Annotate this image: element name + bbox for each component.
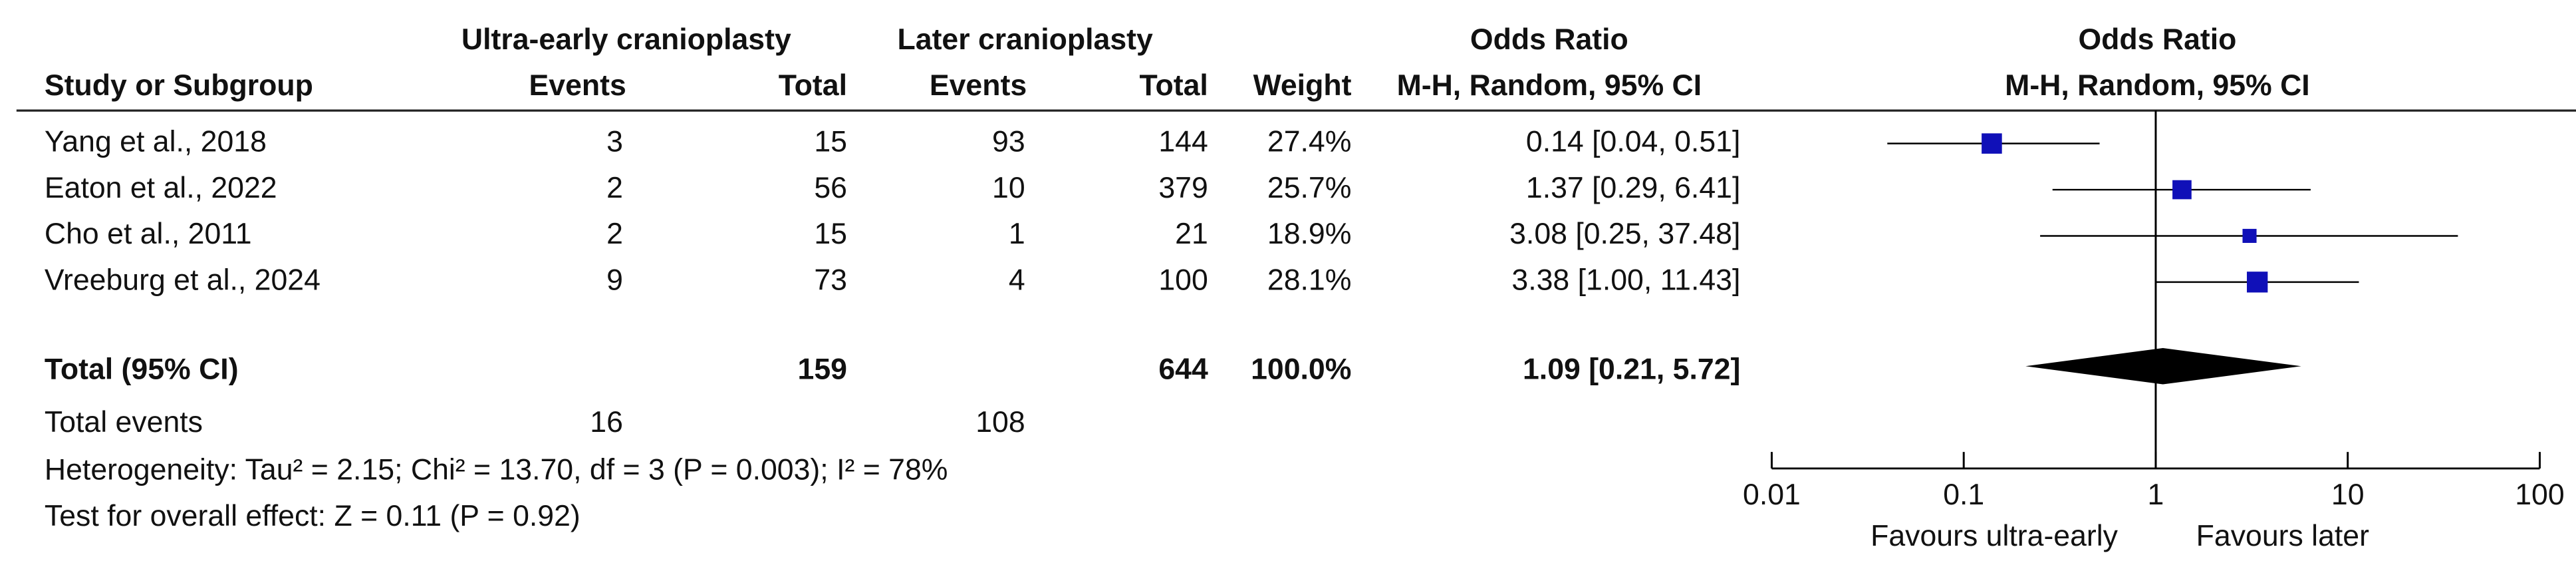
column-header: Weight	[1253, 69, 1352, 102]
cell: 379	[1158, 172, 1208, 204]
column-header: Study or Subgroup	[45, 69, 313, 102]
cell: 16	[590, 406, 623, 439]
favours-label: Favours later	[2196, 520, 2369, 552]
cell: 56	[814, 172, 847, 204]
cell: 73	[814, 264, 847, 297]
cell: 100	[1158, 264, 1208, 297]
cell: 10	[992, 172, 1025, 204]
weight: 27.4%	[1267, 125, 1352, 158]
cell: 93	[992, 125, 1025, 158]
column-header: Events	[930, 69, 1027, 102]
cell: 644	[1158, 353, 1208, 385]
odds-ratio: 1.37 [0.29, 6.41]	[1526, 172, 1740, 204]
column-header: Events	[529, 69, 626, 102]
odds-ratio: 3.08 [0.25, 37.48]	[1509, 218, 1740, 250]
weight: 25.7%	[1267, 172, 1352, 204]
total-label: Total (95% CI)	[45, 353, 239, 385]
group-header: Odds Ratio	[1470, 23, 1628, 56]
cell: 2	[606, 172, 623, 204]
column-header: Total	[779, 69, 847, 102]
cell: 108	[975, 406, 1025, 439]
cell: 3	[606, 125, 623, 158]
cell: 159	[798, 353, 847, 385]
cell: 15	[814, 218, 847, 250]
cell: 15	[814, 125, 847, 158]
column-header: M-H, Random, 95% CI	[1397, 69, 1702, 102]
cell: 4	[1009, 264, 1025, 297]
study-name: Cho et al., 2011	[45, 218, 252, 250]
x-tick-label: 10	[2331, 478, 2365, 511]
cell: 1	[1009, 218, 1025, 250]
study-name: Vreeburg et al., 2024	[45, 264, 321, 297]
cell: 21	[1175, 218, 1208, 250]
group-header: Later cranioplasty	[898, 23, 1153, 56]
favours-label: Favours ultra-early	[1870, 520, 2119, 552]
pooled-diamond	[2025, 347, 2301, 385]
point-estimate	[1982, 133, 2002, 154]
weight: 18.9%	[1267, 218, 1352, 250]
odds-ratio: 1.09 [0.21, 5.72]	[1523, 353, 1740, 385]
group-header: Ultra-early cranioplasty	[461, 23, 791, 56]
weight: 28.1%	[1267, 264, 1352, 297]
column-header: Total	[1140, 69, 1208, 102]
x-tick-label: 100	[2515, 478, 2564, 511]
x-tick-label: 1	[2148, 478, 2164, 511]
odds-ratio: 3.38 [1.00, 11.43]	[1511, 264, 1740, 297]
x-tick-label: 0.01	[1743, 478, 1801, 511]
point-estimate	[2172, 180, 2192, 200]
column-header: M-H, Random, 95% CI	[2005, 69, 2310, 102]
study-name: Yang et al., 2018	[45, 125, 267, 158]
overall-effect: Test for overall effect: Z = 0.11 (P = 0…	[45, 500, 580, 532]
point-estimate	[2242, 228, 2257, 243]
point-estimate	[2247, 272, 2268, 293]
odds-ratio: 0.14 [0.04, 0.51]	[1526, 125, 1740, 158]
cell: 144	[1158, 125, 1208, 158]
weight: 100.0%	[1251, 353, 1351, 385]
x-tick-label: 0.1	[1943, 478, 1984, 511]
cell: 9	[606, 264, 623, 297]
study-name: Eaton et al., 2022	[45, 172, 277, 204]
total-events-label: Total events	[45, 406, 203, 439]
group-header: Odds Ratio	[2078, 23, 2236, 56]
cell: 2	[606, 218, 623, 250]
heterogeneity: Heterogeneity: Tau² = 2.15; Chi² = 13.70…	[45, 454, 948, 486]
